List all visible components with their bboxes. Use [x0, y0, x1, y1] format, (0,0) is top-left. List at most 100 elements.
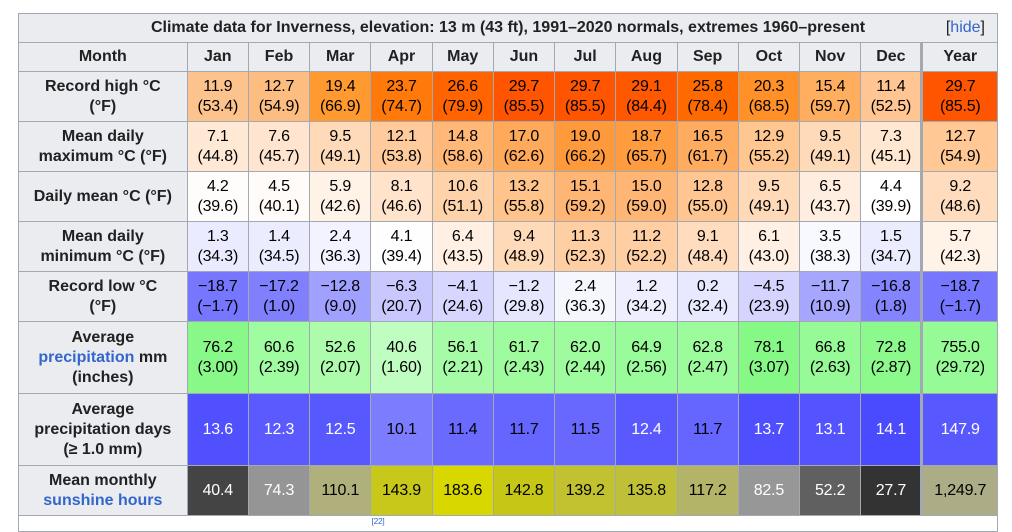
cell-year: 9.2 (48.6)	[920, 171, 998, 222]
cell-dec: 4.4 (39.9)	[860, 171, 923, 222]
cell-oct: 12.9 (55.2)	[737, 121, 801, 172]
cell-value: 14.8	[447, 127, 479, 145]
sunshine-hours-link[interactable]: sunshine hours	[43, 491, 163, 509]
cell-value-imperial: (74.7)	[381, 97, 422, 115]
row-label-line: Mean daily	[61, 127, 144, 145]
cell-sep: 11.7	[676, 393, 739, 466]
cell-value: −18.7	[198, 277, 238, 295]
month-header-jan: Jan	[186, 42, 249, 72]
cell-value-imperial: (36.3)	[564, 297, 606, 315]
cell-value: 62.0	[570, 338, 601, 356]
cell-value-imperial: (32.4)	[687, 297, 728, 315]
cell-value: 14.1	[875, 420, 907, 438]
cell-value-imperial: (23.9)	[748, 297, 790, 315]
cell-value: 12.3	[263, 420, 295, 438]
cell-value: 76.2	[202, 338, 234, 356]
cell-apr: −6.3 (20.7)	[370, 271, 433, 322]
cell-value-imperial: (55.0)	[687, 197, 728, 215]
cell-feb: 4.5 (40.1)	[247, 171, 311, 222]
cell-value-imperial: (1.60)	[381, 358, 422, 376]
cell-apr: 12.1 (53.8)	[370, 121, 433, 172]
cell-feb: 7.6 (45.7)	[247, 121, 311, 172]
cell-value-imperial: (49.1)	[319, 147, 361, 165]
cell-feb: 1.4 (34.5)	[247, 221, 311, 272]
cell-value: 8.1	[390, 177, 413, 195]
cell-value: 56.1	[447, 338, 479, 356]
hide-link[interactable]: hide	[950, 19, 981, 36]
cell-value-imperial: (9.0)	[324, 297, 357, 315]
cell-mar: 52.6 (2.07)	[309, 321, 372, 394]
table-row: Daily mean °C (°F) 4.2 (39.6) 4.5 (40.1) 5.9 (…	[18, 171, 998, 222]
precipitation-link[interactable]: precipitation	[38, 348, 135, 366]
cell-value: 40.4	[202, 481, 234, 499]
row-label: Mean monthly sunshine hours	[18, 465, 188, 516]
cell-value: 4.4	[880, 177, 902, 195]
cell-value: 1,249.7	[934, 481, 987, 499]
cell-mar: 5.9 (42.6)	[309, 171, 372, 222]
cell-value-imperial: (2.87)	[870, 358, 912, 376]
bracket-open: [	[945, 19, 951, 36]
cell-value: 11.7	[693, 420, 723, 438]
cell-value: 78.1	[753, 338, 785, 356]
cell-value-imperial: (52.3)	[564, 247, 606, 265]
cell-value-imperial: (66.9)	[319, 97, 361, 115]
cell-nov: 52.2	[799, 465, 862, 516]
month-header-feb: Feb	[247, 42, 311, 72]
cell-feb: 74.3	[247, 465, 311, 516]
cell-jul: 15.1 (59.2)	[554, 171, 617, 222]
cell-value-imperial: (85.5)	[939, 97, 981, 115]
cell-value: 142.8	[504, 481, 544, 499]
cell-nov: 9.5 (49.1)	[799, 121, 862, 172]
footnote-ref[interactable]: [22]	[371, 516, 385, 526]
cell-value-imperial: (42.6)	[319, 197, 361, 215]
cell-value: 6.1	[758, 227, 780, 245]
cell-dec: 7.3 (45.1)	[860, 121, 923, 172]
cell-value: 7.3	[880, 127, 902, 145]
cell-value-imperial: (49.1)	[809, 147, 851, 165]
month-header-oct: Oct	[737, 42, 801, 72]
cell-value-imperial: (54.9)	[939, 147, 981, 165]
cell-year: 1,249.7	[920, 465, 998, 516]
row-label-line: Average	[71, 328, 135, 346]
cell-value: 11.4	[876, 77, 906, 95]
month-header-apr: Apr	[370, 42, 433, 72]
cell-jan: 76.2 (3.00)	[186, 321, 249, 394]
cell-value: −6.3	[386, 277, 417, 295]
cell-value: 4.5	[268, 177, 290, 195]
cell-dec: −16.8 (1.8)	[860, 271, 923, 322]
cell-value-imperial: (49.1)	[748, 197, 790, 215]
cell-may: 56.1 (2.21)	[431, 321, 494, 394]
cell-mar: 12.5	[309, 393, 372, 466]
cell-dec: 27.7	[860, 465, 923, 516]
cell-value: 13.7	[753, 420, 785, 438]
row-label: Average precipitation mm (inches)	[18, 321, 188, 394]
cell-value: −12.8	[320, 277, 361, 295]
cell-value-imperial: (34.3)	[197, 247, 239, 265]
cell-value: 60.6	[263, 338, 295, 356]
row-label-line: (°F)	[89, 97, 117, 115]
cell-value-imperial: (85.5)	[503, 97, 545, 115]
cell-value: 117.2	[688, 481, 727, 499]
cell-value-imperial: (44.8)	[197, 147, 239, 165]
row-label-line: Average	[71, 400, 135, 418]
cell-value: 3.5	[819, 227, 841, 245]
row-label: Daily mean °C (°F)	[18, 171, 188, 222]
cell-value: 19.0	[570, 127, 601, 145]
cell-value-imperial: (43.0)	[748, 247, 790, 265]
cell-value-imperial: (84.4)	[626, 97, 667, 115]
cell-value-imperial: (54.9)	[258, 97, 300, 115]
row-label-line: Daily mean °C (°F)	[33, 187, 172, 205]
cell-value: 25.8	[692, 77, 723, 95]
cell-value: 12.1	[386, 127, 417, 145]
cell-value: 12.7	[945, 127, 976, 145]
hide-toggle[interactable]: [hide]	[946, 18, 985, 38]
cell-value-imperial: (55.8)	[503, 197, 545, 215]
month-header: Month	[18, 42, 188, 72]
cell-value: 11.3	[570, 227, 600, 245]
cell-value: 11.2	[631, 227, 661, 245]
cell-value: 9.5	[758, 177, 780, 195]
cell-value: 29.1	[631, 77, 662, 95]
cell-value: 4.1	[390, 227, 413, 245]
cell-value-imperial: (59.0)	[626, 197, 667, 215]
table-row: Average precipitation days (≥ 1.0 mm) 13.6 1…	[18, 393, 998, 466]
